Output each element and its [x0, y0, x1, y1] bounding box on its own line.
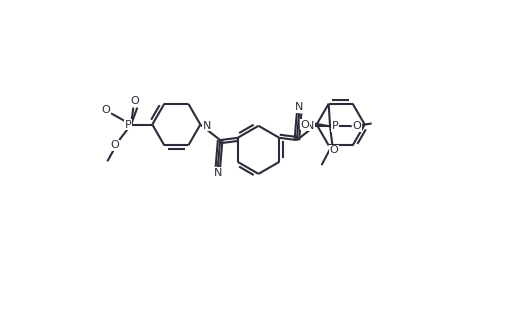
Text: O: O [329, 145, 338, 156]
Text: O: O [131, 96, 140, 106]
Text: N: N [214, 168, 222, 178]
Text: O: O [300, 120, 309, 130]
Text: N: N [306, 121, 315, 131]
Text: O: O [111, 140, 119, 150]
Text: O: O [353, 121, 361, 131]
Text: N: N [202, 121, 211, 131]
Text: P: P [332, 121, 339, 131]
Text: P: P [125, 119, 132, 130]
Text: N: N [295, 102, 303, 112]
Text: O: O [102, 105, 111, 115]
